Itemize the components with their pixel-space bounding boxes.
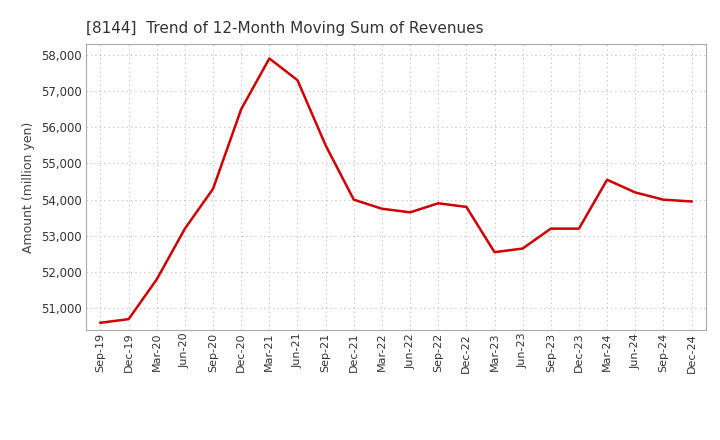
Text: [8144]  Trend of 12-Month Moving Sum of Revenues: [8144] Trend of 12-Month Moving Sum of R… — [86, 21, 484, 36]
Y-axis label: Amount (million yen): Amount (million yen) — [22, 121, 35, 253]
